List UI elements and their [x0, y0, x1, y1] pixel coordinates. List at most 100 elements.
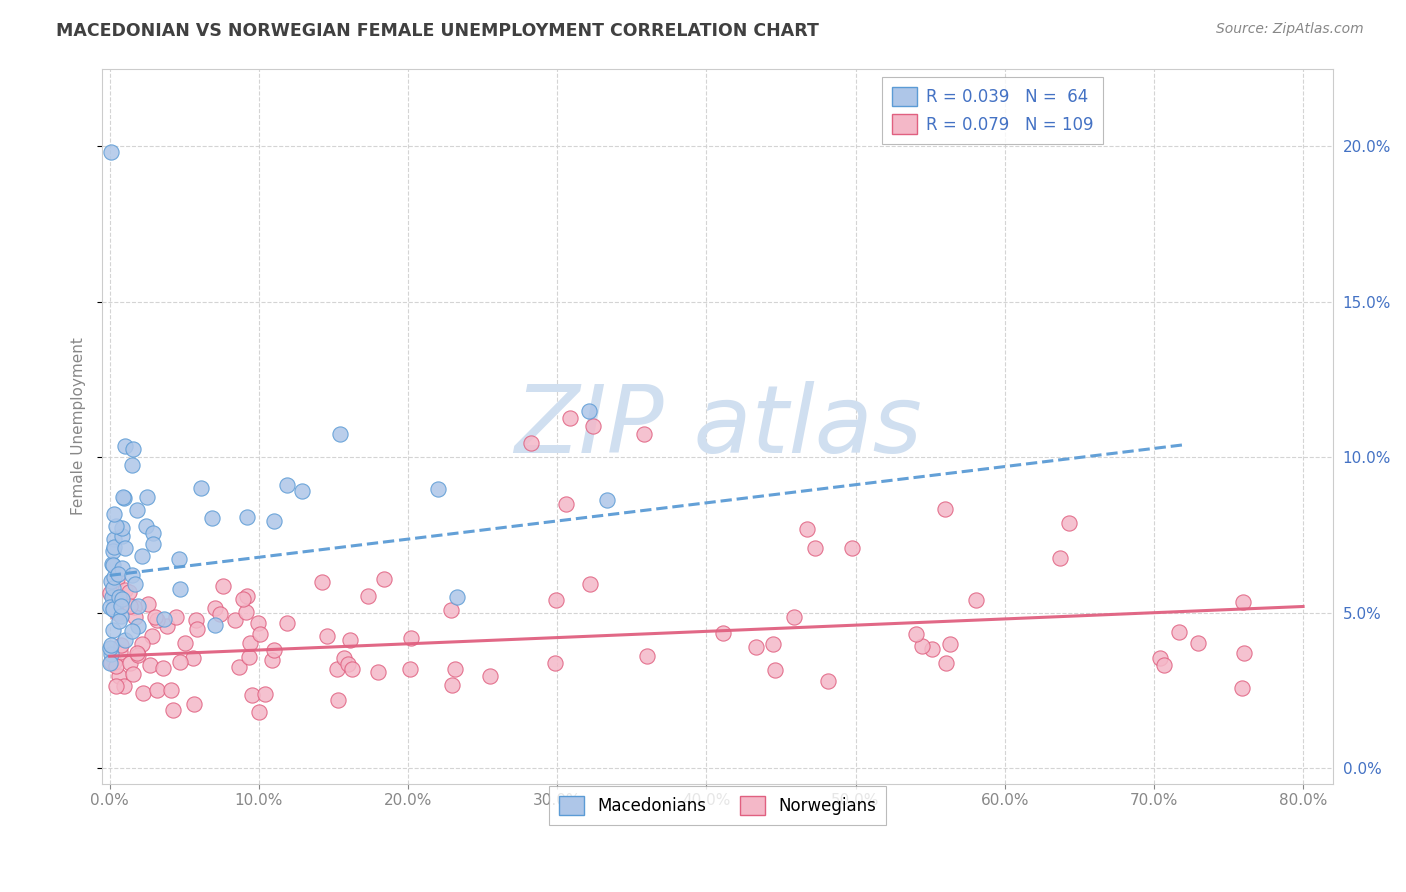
- Point: [238, 650, 260, 665]
- Point: [111, 529, 134, 543]
- Point: [118, 599, 141, 613]
- Point: [125, 646, 148, 660]
- Point: [141, 629, 163, 643]
- Point: [169, 552, 191, 566]
- Point: [101, 623, 124, 637]
- Point: [935, 657, 957, 671]
- Point: [762, 636, 785, 650]
- Point: [131, 549, 153, 563]
- Point: [111, 591, 134, 606]
- Point: [103, 601, 125, 615]
- Point: [934, 502, 956, 516]
- Point: [114, 582, 136, 597]
- Point: [1232, 595, 1254, 609]
- Point: [132, 686, 155, 700]
- Point: [340, 662, 363, 676]
- Point: [911, 639, 934, 653]
- Point: [426, 482, 449, 496]
- Point: [124, 577, 146, 591]
- Point: [160, 683, 183, 698]
- Text: Source: ZipAtlas.com: Source: ZipAtlas.com: [1216, 22, 1364, 37]
- Point: [633, 426, 655, 441]
- Point: [249, 627, 271, 641]
- Point: [291, 483, 314, 498]
- Point: [186, 622, 208, 636]
- Point: [224, 613, 246, 627]
- Point: [110, 599, 132, 613]
- Point: [127, 648, 149, 662]
- Point: [544, 592, 567, 607]
- Point: [315, 629, 337, 643]
- Point: [111, 521, 134, 535]
- Point: [711, 626, 734, 640]
- Point: [204, 601, 226, 615]
- Legend: Macedonians, Norwegians: Macedonians, Norwegians: [550, 786, 886, 825]
- Point: [239, 636, 262, 650]
- Point: [254, 687, 277, 701]
- Point: [181, 651, 204, 665]
- Point: [103, 507, 125, 521]
- Point: [235, 605, 257, 619]
- Point: [367, 665, 389, 680]
- Point: [325, 662, 347, 676]
- Point: [104, 518, 127, 533]
- Point: [104, 679, 127, 693]
- Point: [201, 510, 224, 524]
- Y-axis label: Female Unemployment: Female Unemployment: [72, 337, 86, 515]
- Point: [841, 541, 863, 556]
- Point: [107, 614, 129, 628]
- Point: [329, 426, 352, 441]
- Point: [101, 601, 124, 615]
- Point: [136, 598, 159, 612]
- Point: [101, 582, 124, 596]
- Point: [103, 532, 125, 546]
- Point: [127, 599, 149, 614]
- Point: [111, 490, 134, 504]
- Point: [145, 610, 167, 624]
- Point: [101, 544, 124, 558]
- Point: [1149, 651, 1171, 665]
- Point: [921, 642, 943, 657]
- Point: [100, 647, 122, 661]
- Point: [904, 627, 927, 641]
- Point: [104, 659, 127, 673]
- Point: [108, 593, 131, 607]
- Point: [558, 411, 581, 425]
- Point: [98, 586, 121, 600]
- Point: [101, 591, 124, 605]
- Point: [100, 638, 122, 652]
- Point: [236, 510, 259, 524]
- Point: [169, 582, 191, 596]
- Point: [101, 558, 124, 573]
- Point: [1232, 646, 1254, 660]
- Point: [121, 624, 143, 638]
- Point: [112, 491, 135, 505]
- Point: [1230, 681, 1253, 695]
- Point: [520, 436, 543, 450]
- Point: [1059, 516, 1081, 530]
- Point: [108, 590, 131, 604]
- Point: [165, 610, 187, 624]
- Point: [228, 660, 250, 674]
- Point: [209, 607, 232, 621]
- Point: [326, 693, 349, 707]
- Point: [114, 633, 136, 648]
- Point: [276, 478, 298, 492]
- Point: [122, 442, 145, 456]
- Point: [112, 679, 135, 693]
- Point: [118, 585, 141, 599]
- Point: [136, 491, 159, 505]
- Point: [555, 498, 578, 512]
- Point: [118, 656, 141, 670]
- Point: [263, 514, 285, 528]
- Point: [139, 658, 162, 673]
- Point: [174, 636, 197, 650]
- Point: [262, 653, 284, 667]
- Point: [582, 419, 605, 434]
- Point: [242, 688, 264, 702]
- Point: [939, 637, 962, 651]
- Point: [444, 662, 467, 676]
- Point: [204, 618, 226, 632]
- Point: [114, 541, 136, 555]
- Point: [124, 610, 146, 624]
